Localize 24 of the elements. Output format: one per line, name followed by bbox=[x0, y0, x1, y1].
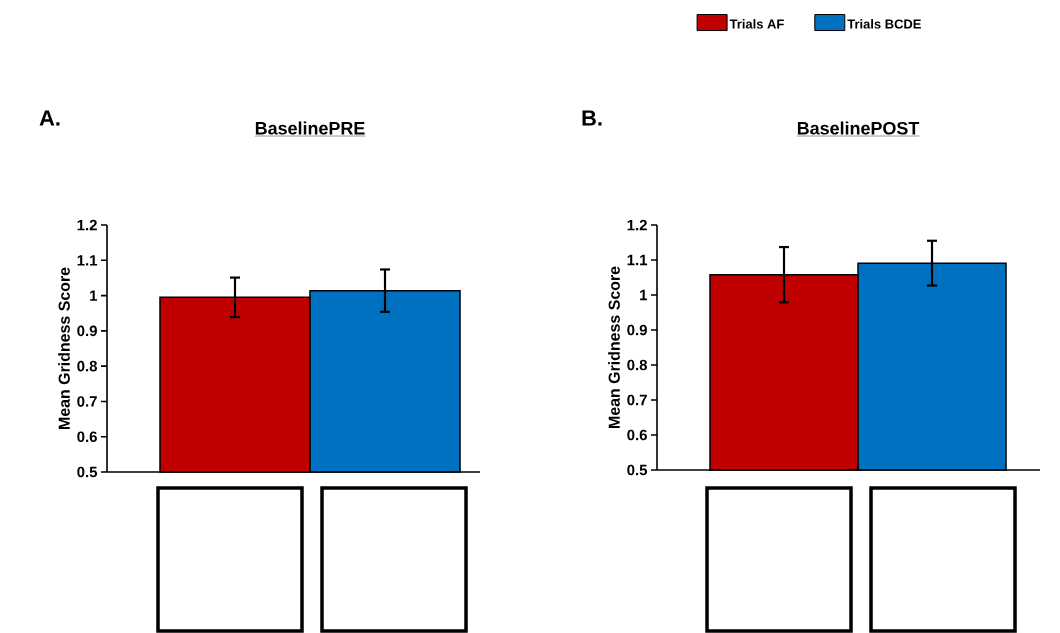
y-tick-label: 1.1 bbox=[627, 254, 648, 266]
y-axis-title: Mean Gridness Score bbox=[608, 266, 620, 428]
y-axis-title: Mean Gridness Score bbox=[58, 267, 70, 429]
y-tick-label: 0.9 bbox=[77, 325, 97, 337]
y-tick-label: 0.6 bbox=[77, 431, 97, 443]
y-tick-label: 1 bbox=[90, 290, 98, 301]
y-tick-label: 0.9 bbox=[627, 324, 647, 336]
y-tick-label: 0.7 bbox=[627, 394, 647, 406]
y-tick-label: 1.2 bbox=[627, 219, 647, 231]
y-tick-label: 1 bbox=[640, 289, 648, 301]
y-tick-label: 1.2 bbox=[77, 219, 97, 231]
legend-label: Trials BCDE bbox=[847, 19, 921, 29]
y-tick-label: 0.8 bbox=[77, 360, 98, 372]
text: B. bbox=[582, 110, 602, 126]
y-tick-label: 1.1 bbox=[77, 255, 98, 266]
y-tick-label: 0.6 bbox=[627, 429, 647, 441]
y-tick-label: 0.8 bbox=[627, 359, 648, 371]
y-tick-label: 0.7 bbox=[77, 396, 97, 407]
legend-label: Trials AF bbox=[729, 19, 784, 29]
chart-title: BaselinePRE bbox=[255, 121, 365, 135]
chart-title: BaselinePOST bbox=[797, 121, 920, 135]
y-tick-label: 0.5 bbox=[627, 464, 648, 476]
y-tick-label: 0.5 bbox=[77, 466, 98, 478]
text: A. bbox=[39, 110, 60, 126]
